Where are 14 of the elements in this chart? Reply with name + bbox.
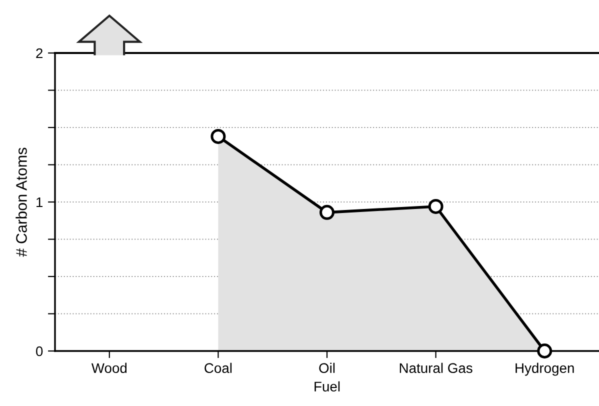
point xyxy=(537,344,552,358)
y-tick-label: 1 xyxy=(36,197,43,208)
point xyxy=(428,198,444,214)
y-tick-label: 2 xyxy=(36,48,42,58)
x-tick-label: Oil xyxy=(319,362,335,374)
x-tick-label: Hydrogen xyxy=(516,362,574,376)
point xyxy=(320,204,334,220)
y-tick-label: 0 xyxy=(36,346,43,356)
x-tick-label: Wood xyxy=(91,362,127,374)
point xyxy=(210,128,226,144)
x-tick-label: Coal xyxy=(204,362,232,374)
x-axis-title: Fuel xyxy=(314,381,340,392)
x-tick-label: Natural Gas xyxy=(400,362,472,374)
y-axis-title: # Carbon Atoms xyxy=(16,148,27,257)
